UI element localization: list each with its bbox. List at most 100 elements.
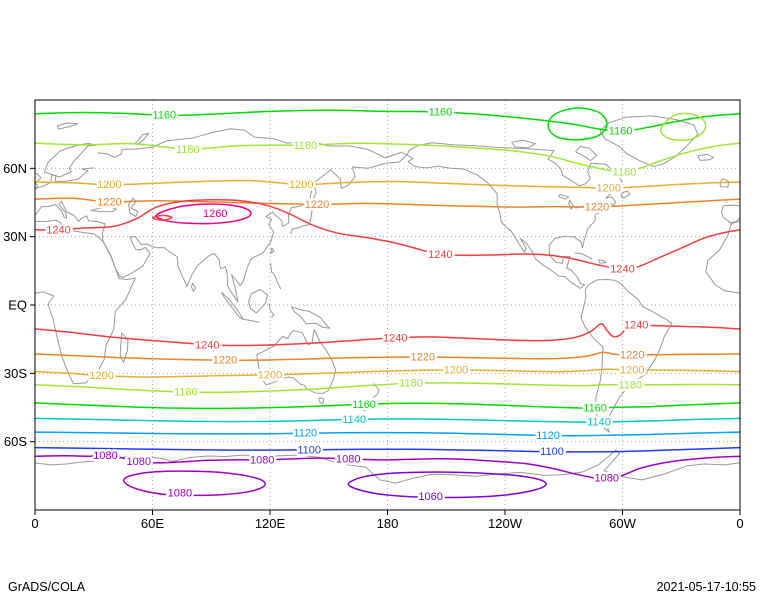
coastline bbox=[318, 397, 325, 405]
coastline bbox=[597, 259, 607, 264]
contour-label-1120: 1120 bbox=[536, 430, 560, 442]
contour-label-1080: 1080 bbox=[250, 454, 274, 466]
contour-label-1180: 1180 bbox=[399, 378, 423, 390]
contour-label-1140: 1140 bbox=[342, 414, 366, 426]
coastline bbox=[34, 167, 94, 190]
contour-label-1200: 1200 bbox=[444, 364, 468, 376]
x-tick-label: 120W bbox=[488, 516, 523, 531]
contour-label-1120: 1120 bbox=[293, 428, 317, 440]
grid-layer bbox=[35, 100, 740, 510]
contour-line-1080 bbox=[34, 454, 741, 480]
contour-line-1160 bbox=[34, 402, 741, 410]
contour-label-1240: 1240 bbox=[428, 249, 452, 261]
coastline bbox=[34, 172, 42, 190]
contour-label-1220: 1220 bbox=[213, 355, 237, 367]
contour-label-1080: 1080 bbox=[168, 488, 192, 500]
contour-label-1160: 1160 bbox=[583, 403, 607, 415]
contour-line-1240 bbox=[34, 199, 741, 270]
coastline-layer bbox=[34, 115, 741, 484]
coastline bbox=[697, 153, 715, 161]
contour-line-1160 bbox=[34, 109, 741, 132]
contour-label-1180: 1180 bbox=[176, 144, 200, 156]
contour-label-1140: 1140 bbox=[587, 417, 611, 429]
contour-label-1240: 1240 bbox=[46, 224, 70, 236]
coastline bbox=[290, 203, 321, 235]
coastline bbox=[580, 279, 673, 433]
contour-label-1260: 1260 bbox=[203, 208, 227, 220]
contour-label-1160: 1160 bbox=[429, 106, 453, 118]
contour-label-1240: 1240 bbox=[624, 319, 648, 331]
contour-label-1060: 1060 bbox=[418, 491, 442, 503]
y-tick-label: EQ bbox=[8, 298, 27, 313]
contour-label-1200: 1200 bbox=[97, 179, 121, 191]
contour-label-1220: 1220 bbox=[305, 199, 329, 211]
coastline bbox=[35, 128, 408, 303]
contour-line-1160 bbox=[547, 107, 608, 141]
coastline bbox=[291, 306, 331, 329]
y-tick-label: 30N bbox=[3, 229, 27, 244]
coastline bbox=[134, 132, 150, 145]
coastline bbox=[90, 205, 117, 213]
coastline bbox=[574, 252, 593, 260]
contour-label-1220: 1220 bbox=[97, 197, 121, 209]
coastline bbox=[511, 139, 536, 149]
contour-label-1100: 1100 bbox=[540, 446, 564, 458]
contour-line-1220 bbox=[34, 351, 741, 361]
contour-label-1080: 1080 bbox=[93, 450, 117, 462]
contour-label-1200: 1200 bbox=[620, 364, 644, 376]
coastline bbox=[360, 398, 376, 412]
contour-label-1160: 1160 bbox=[352, 399, 376, 411]
y-tick-label: 60N bbox=[3, 161, 27, 176]
coastline bbox=[270, 263, 282, 290]
contour-label-1220: 1220 bbox=[411, 351, 435, 363]
coastline bbox=[256, 329, 337, 394]
contour-label-1200: 1200 bbox=[597, 183, 621, 195]
coastline bbox=[705, 220, 741, 294]
contour-label-1160: 1160 bbox=[609, 125, 633, 137]
contour-label-1180: 1180 bbox=[174, 387, 198, 399]
coastline bbox=[406, 142, 623, 289]
grads-credit-label: GrADS/COLA bbox=[8, 580, 86, 594]
x-tick-label: 0 bbox=[736, 516, 743, 531]
contour-layer bbox=[34, 107, 741, 499]
contour-label-1080: 1080 bbox=[336, 453, 360, 465]
coastline bbox=[268, 303, 275, 318]
contour-line-1140 bbox=[34, 417, 741, 423]
contour-label-1180: 1180 bbox=[613, 167, 637, 179]
axis-layer: 0 60E 120E 180 120W 60W 0 60N 30N EQ 30S 60S bbox=[3, 161, 743, 531]
contour-label-1240: 1240 bbox=[383, 332, 407, 344]
coastline bbox=[34, 449, 741, 484]
plot-timestamp: 2021-05-17-10:55 bbox=[656, 580, 756, 594]
contour-label-1200: 1200 bbox=[258, 369, 282, 381]
contour-line-1180 bbox=[660, 112, 707, 141]
coastline bbox=[568, 199, 574, 210]
contour-label-1220: 1220 bbox=[585, 202, 609, 214]
contour-label-1240: 1240 bbox=[195, 339, 219, 351]
contour-label-1180: 1180 bbox=[618, 379, 642, 391]
contour-label-1240: 1240 bbox=[610, 264, 634, 276]
coastline bbox=[372, 383, 380, 398]
contour-line-1060 bbox=[347, 471, 547, 499]
contour-label-1200: 1200 bbox=[289, 179, 313, 191]
coastline bbox=[599, 115, 699, 168]
contour-line-1220 bbox=[34, 197, 741, 208]
x-tick-label: 60E bbox=[141, 516, 164, 531]
coastline bbox=[270, 247, 275, 254]
coastline bbox=[575, 146, 598, 162]
contour-label-1200: 1200 bbox=[89, 370, 113, 382]
contour-line-1240 bbox=[151, 214, 173, 222]
coastline bbox=[248, 289, 269, 314]
contour-line-1200 bbox=[34, 368, 741, 378]
contour-line-1200 bbox=[34, 179, 741, 189]
contour-line-1180 bbox=[34, 382, 741, 394]
contour-label-layer: 1160 1160 1160 1180 1180 1180 1200 1200 1200 1220… bbox=[44, 104, 651, 505]
contour-line-1240 bbox=[34, 322, 741, 347]
coastline bbox=[191, 282, 196, 292]
contour-line-1260 bbox=[155, 203, 252, 225]
contour-label-1180: 1180 bbox=[293, 140, 317, 152]
contour-label-1160: 1160 bbox=[152, 110, 176, 122]
coastline bbox=[56, 122, 79, 130]
y-tick-label: 60S bbox=[4, 434, 27, 449]
coastline bbox=[620, 190, 631, 199]
